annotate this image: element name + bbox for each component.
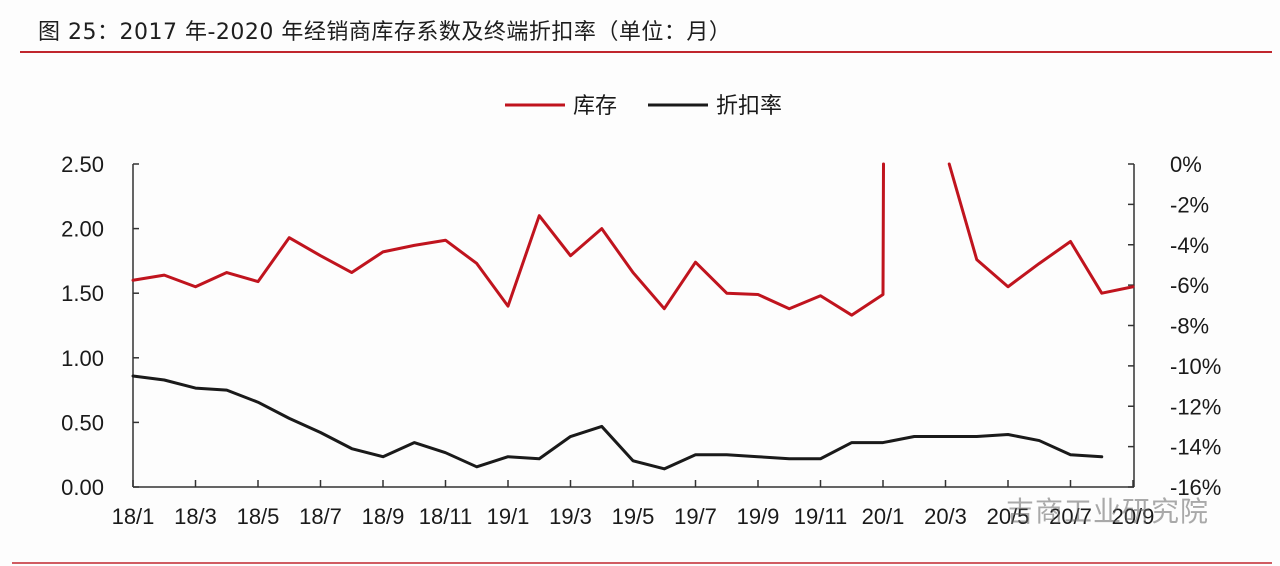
x-tick-label: 20/5 bbox=[987, 504, 1030, 529]
x-tick-label: 20/7 bbox=[1049, 504, 1092, 529]
x-tick-label: 18/7 bbox=[299, 504, 342, 529]
right-y-tick-label: -16% bbox=[1170, 475, 1221, 500]
chart-title: 图 25：2017 年-2020 年经销商库存系数及终端折扣率（单位：月） bbox=[38, 20, 732, 45]
x-tick-label: 20/9 bbox=[1112, 504, 1155, 529]
legend-inventory-label: 库存 bbox=[573, 94, 617, 119]
x-tick-label: 19/9 bbox=[737, 504, 780, 529]
x-tick-label: 19/7 bbox=[674, 504, 717, 529]
x-tick-label: 19/11 bbox=[794, 504, 847, 529]
right-y-tick-label: -2% bbox=[1170, 192, 1209, 217]
right-y-tick-label: -10% bbox=[1170, 354, 1221, 379]
x-tick-label: 20/3 bbox=[924, 504, 967, 529]
top-divider bbox=[20, 51, 1272, 53]
x-tick-label: 19/1 bbox=[487, 504, 530, 529]
left-y-tick-label: 2.50 bbox=[61, 152, 104, 177]
watermark: 吉商工业研究院 bbox=[1006, 495, 1210, 528]
right-y-tick-label: 0% bbox=[1170, 152, 1202, 177]
left-y-tick-label: 2.00 bbox=[61, 217, 104, 242]
bottom-divider bbox=[12, 562, 1272, 564]
x-tick-label: 20/1 bbox=[862, 504, 905, 529]
left-y-tick-label: 1.00 bbox=[61, 346, 104, 371]
right-y-tick-label: -4% bbox=[1170, 233, 1209, 258]
left-y-tick-label: 0.00 bbox=[61, 475, 104, 500]
left-y-tick-label: 1.50 bbox=[61, 281, 104, 306]
discount-series-line bbox=[131, 374, 1104, 471]
x-tick-label: 18/5 bbox=[237, 504, 280, 529]
inventory-series-line bbox=[131, 162, 1135, 317]
x-tick-label: 18/11 bbox=[419, 504, 472, 529]
right-y-tick-label: -14% bbox=[1170, 435, 1221, 460]
right-y-tick-label: -6% bbox=[1170, 273, 1209, 298]
right-y-tick-label: -12% bbox=[1170, 394, 1221, 419]
x-tick-label: 19/3 bbox=[549, 504, 592, 529]
legend-discount-label: 折扣率 bbox=[716, 94, 782, 119]
right-y-tick-label: -8% bbox=[1170, 314, 1209, 339]
x-tick-label: 18/9 bbox=[362, 504, 405, 529]
left-y-tick-label: 0.50 bbox=[61, 410, 104, 435]
x-tick-label: 18/1 bbox=[112, 504, 155, 529]
x-tick-label: 19/5 bbox=[612, 504, 655, 529]
x-tick-label: 18/3 bbox=[174, 504, 217, 529]
